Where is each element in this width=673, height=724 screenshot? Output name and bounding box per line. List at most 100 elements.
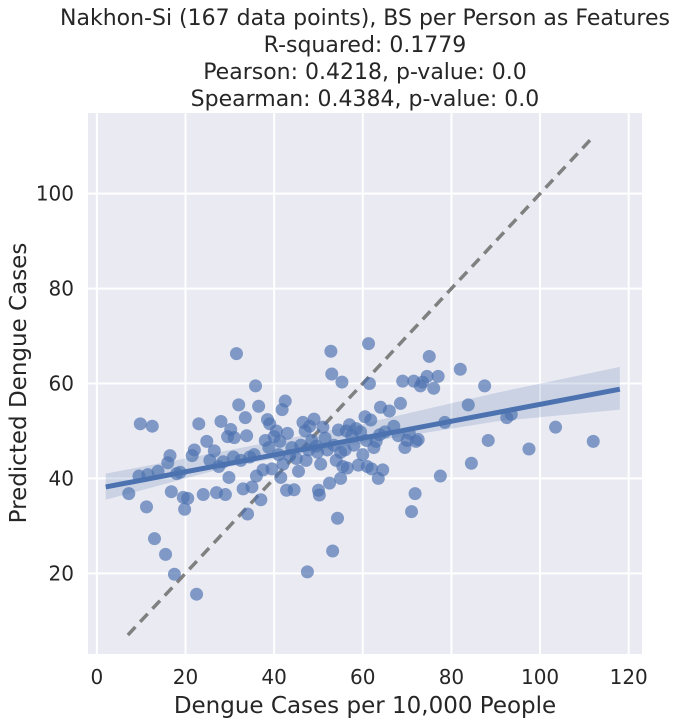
data-point [323,476,337,490]
data-point [222,470,236,484]
data-point [586,434,600,448]
data-point [192,417,206,431]
data-point [229,347,243,361]
data-point [245,480,259,494]
x-axis-label: Dengue Cases per 10,000 People [174,693,556,719]
data-point [478,379,492,393]
y-tick-label: 60 [49,372,74,396]
title-line-1: Nakhon-Si (167 data points), BS per Pers… [60,6,670,31]
data-point [307,412,321,426]
data-point [433,469,447,483]
data-point [356,448,370,462]
data-point [365,462,379,476]
data-point [145,419,159,433]
title-line-3: Pearson: 0.4218, p-value: 0.0 [203,60,527,85]
data-point [334,471,348,485]
data-point [289,451,303,465]
data-point [411,432,425,446]
chart-title: Nakhon-Si (167 data points), BS per Pers… [60,6,670,112]
data-point [269,424,283,438]
data-point [481,433,495,447]
data-point [190,587,204,601]
data-point [207,444,221,458]
data-point [549,420,563,434]
data-point [265,462,279,476]
data-point [133,417,147,431]
data-point [140,500,154,514]
y-tick-label: 20 [49,561,74,585]
data-point [178,502,192,516]
y-tick-label: 40 [49,466,74,490]
data-point [159,547,173,561]
data-point [292,464,306,478]
data-point [238,411,252,425]
identity-line [126,135,595,637]
data-point [163,449,177,463]
data-point [331,511,345,525]
data-point [376,463,390,477]
data-point [427,381,441,395]
data-point [325,367,339,381]
data-point [420,369,434,383]
x-tick-label: 100 [521,665,559,689]
data-point [227,431,241,445]
data-point [300,565,314,579]
x-tick-label: 40 [261,665,286,689]
x-tick-label: 120 [610,665,648,689]
x-tick-label: 20 [173,665,198,689]
data-point [287,483,301,497]
data-point [218,488,232,502]
title-line-2: R-squared: 0.1779 [264,33,467,58]
data-point [147,532,161,546]
data-point [241,507,255,521]
y-tick-label: 100 [36,182,74,206]
data-point [312,488,326,502]
y-axis-label: Predicted Dengue Cases [6,243,32,524]
data-point [316,420,330,434]
data-point [232,398,246,412]
data-point [164,485,178,499]
data-point [280,426,294,440]
data-point [318,431,332,445]
data-point [181,491,195,505]
data-point [382,404,396,418]
data-point [214,414,228,428]
data-point [422,349,436,363]
data-point [324,344,338,358]
x-axis-ticks: 0 20 40 60 80 100 120 [90,665,647,689]
data-point [187,443,201,457]
data-point [522,442,536,456]
regression-line [105,386,621,490]
data-point [396,374,410,388]
data-point [453,362,467,376]
data-point [461,398,475,412]
y-axis-ticks: 20 40 60 80 100 [36,182,74,586]
data-point [252,399,266,413]
y-tick-label: 80 [49,277,74,301]
data-point [196,488,210,502]
regression-line-path [105,386,621,490]
title-line-4: Spearman: 0.4384, p-value: 0.0 [191,87,540,112]
data-point [122,487,136,501]
data-point [340,461,354,475]
data-point [249,379,263,393]
data-point [240,429,254,443]
data-point [405,505,419,519]
data-point [393,396,407,410]
data-point [278,394,292,408]
data-point [364,413,378,427]
x-tick-label: 0 [90,665,103,689]
data-point [362,337,376,351]
data-point [335,375,349,389]
data-point [408,487,422,501]
data-point [262,441,276,455]
data-point [167,567,181,581]
data-points [122,337,600,601]
identity-line-path [126,135,595,637]
data-point [464,456,478,470]
data-point [431,369,445,383]
data-point [200,434,214,448]
data-point [326,544,340,558]
data-point [314,457,328,471]
